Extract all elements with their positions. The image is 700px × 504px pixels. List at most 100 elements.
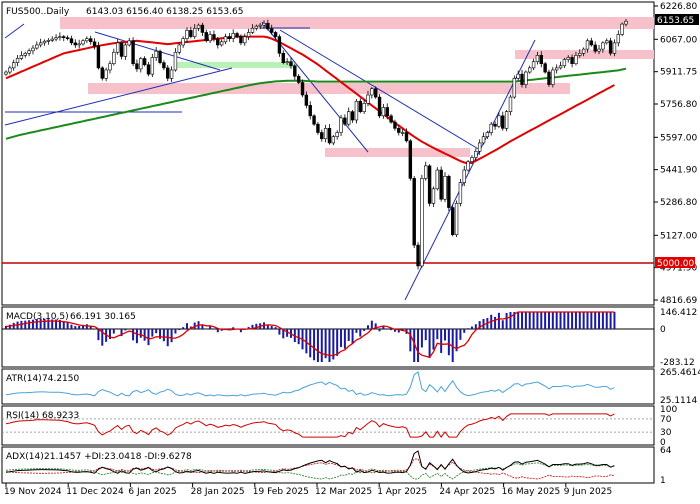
macd-bar: [521, 312, 523, 329]
macd-bar: [448, 329, 450, 355]
candle-body: [101, 68, 104, 78]
candle-body: [286, 62, 289, 63]
rsi-title: RSI(14): [6, 411, 39, 421]
macd-bar: [610, 312, 612, 329]
macd-bar: [163, 329, 165, 341]
macd-tick-label: 0: [660, 325, 666, 335]
candle-body: [447, 176, 450, 207]
candle-body: [35, 45, 38, 48]
macd-bar: [606, 312, 608, 329]
macd-bar: [321, 329, 323, 362]
macd-bar: [567, 312, 569, 329]
candle-body: [575, 55, 578, 63]
macd-bar: [436, 329, 438, 339]
macd-values: 66.191 30.165: [70, 312, 136, 322]
macd-bar: [421, 329, 423, 347]
atr-title: ATR(14): [6, 374, 42, 384]
candle-body: [544, 64, 547, 72]
candle-body: [478, 143, 481, 151]
candle-body: [548, 72, 551, 85]
macd-bar: [556, 312, 558, 329]
x-tick-label: 6 Jan 2025: [128, 487, 176, 497]
candle-body: [293, 66, 296, 76]
candle-body: [386, 107, 389, 115]
candle-body: [432, 189, 435, 204]
candle-body: [586, 41, 589, 49]
macd-bar: [275, 327, 277, 329]
x-tick-label: 19 Nov 2024: [4, 487, 62, 497]
candle-body: [193, 28, 196, 36]
macd-bar: [147, 329, 149, 345]
macd-bar: [336, 329, 338, 356]
candle-body: [517, 74, 520, 78]
candle-body: [482, 137, 485, 143]
candle-body: [209, 35, 212, 41]
rsi-tick-label: 30: [660, 428, 672, 438]
candle-body: [582, 49, 585, 53]
current-price-label: 6153.65: [657, 16, 694, 26]
candle-body: [247, 32, 250, 36]
candle-body: [186, 30, 189, 38]
candle-body: [494, 124, 497, 126]
candle-body: [28, 51, 31, 54]
macd-bar: [74, 326, 76, 329]
macd-bar: [140, 329, 142, 338]
y-tick-label: 5597.00: [660, 133, 697, 143]
macd-bar: [571, 312, 573, 329]
candle-body: [355, 101, 358, 120]
candle-body: [213, 35, 216, 39]
candle-body: [578, 53, 581, 55]
macd-bar: [463, 329, 465, 333]
candle-body: [540, 55, 543, 63]
candle-body: [43, 41, 46, 43]
candle-body: [486, 133, 489, 137]
adx-values: 21.1457 +DI:23.0418 -DI:9.6278: [44, 452, 192, 462]
candle-body: [390, 116, 393, 122]
macd-bar: [598, 312, 600, 329]
macd-bar: [429, 329, 431, 358]
candle-body: [467, 162, 470, 170]
macd-bar: [459, 329, 461, 340]
macd-bar: [417, 329, 419, 362]
adx-title: ADX(14): [6, 452, 44, 462]
macd-bar: [536, 312, 538, 329]
candle-body: [594, 45, 597, 51]
rsi-values: 68.9233: [42, 411, 79, 421]
macd-bar: [552, 312, 554, 329]
candle-body: [428, 166, 431, 204]
candle-body: [201, 25, 204, 32]
candle-body: [513, 78, 516, 97]
macd-bar: [352, 329, 354, 344]
candle-body: [174, 52, 177, 70]
candle-body: [243, 37, 246, 43]
candle-body: [112, 52, 115, 63]
candle-body: [147, 65, 150, 74]
candle-body: [120, 43, 123, 57]
candle-body: [509, 97, 512, 112]
candle-body: [224, 37, 227, 42]
x-tick-label: 19 Feb 2025: [253, 487, 309, 497]
macd-bar: [494, 317, 496, 329]
macd-bar: [344, 329, 346, 349]
candle-body: [463, 170, 466, 183]
candle-body: [216, 39, 219, 45]
macd-bar: [278, 329, 280, 335]
y-tick-label: 4816.69: [660, 296, 697, 306]
candle-body: [290, 62, 293, 66]
macd-bar: [548, 312, 550, 329]
candle-body: [278, 37, 281, 54]
candle-body: [370, 89, 373, 95]
y-tick-label: 5127.00: [660, 231, 697, 241]
candle-body: [255, 26, 258, 28]
candle-body: [374, 89, 377, 97]
macd-bar: [178, 329, 180, 330]
macd-bar: [594, 312, 596, 329]
macd-bar: [328, 329, 330, 362]
macd-bar: [509, 312, 511, 329]
macd-bar: [317, 329, 319, 362]
macd-bar: [151, 329, 153, 337]
macd-bar: [359, 329, 361, 337]
candle-body: [24, 53, 27, 55]
candle-body: [309, 105, 312, 115]
